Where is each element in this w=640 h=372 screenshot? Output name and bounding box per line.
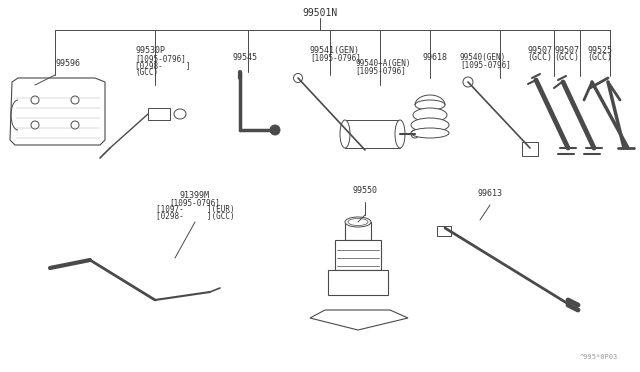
Bar (345, 222, 371, 240)
Text: [1095-0796]: [1095-0796] (135, 54, 186, 63)
Text: ^995*0P03: ^995*0P03 (580, 354, 618, 360)
Text: 99550: 99550 (353, 186, 378, 195)
Text: 99596: 99596 (55, 59, 80, 68)
Bar (335, 240, 381, 270)
Ellipse shape (415, 100, 445, 110)
Bar (522, 142, 538, 156)
Text: 99507: 99507 (554, 46, 579, 55)
Ellipse shape (411, 118, 449, 132)
Circle shape (463, 77, 473, 87)
Text: (GCC): (GCC) (135, 68, 158, 77)
Ellipse shape (345, 217, 371, 227)
Ellipse shape (348, 218, 368, 225)
Text: [1095-0796]: [1095-0796] (310, 53, 361, 62)
Text: (GCC): (GCC) (588, 53, 612, 62)
Ellipse shape (340, 120, 350, 148)
Text: 99545: 99545 (232, 53, 257, 62)
Text: (GCC): (GCC) (554, 53, 579, 62)
Text: 99525: 99525 (588, 46, 612, 55)
Text: 99507: 99507 (527, 46, 552, 55)
Text: 99540+A(GEN): 99540+A(GEN) (355, 59, 410, 68)
Bar (328, 270, 388, 295)
Ellipse shape (411, 128, 449, 138)
Text: [0298-     ](GCC): [0298- ](GCC) (156, 212, 234, 221)
Text: [1095-0796]: [1095-0796] (460, 60, 511, 69)
Text: 91399M: 91399M (180, 191, 210, 200)
Text: 99530P: 99530P (135, 46, 165, 55)
Bar (437, 226, 451, 236)
Text: 99540(GEN): 99540(GEN) (460, 53, 506, 62)
Text: [1097-     ](EUR): [1097- ](EUR) (156, 205, 234, 214)
Ellipse shape (174, 109, 186, 119)
Text: [1095-0796]: [1095-0796] (355, 66, 406, 75)
Ellipse shape (395, 120, 405, 148)
Ellipse shape (413, 108, 447, 122)
Text: (GCC): (GCC) (527, 53, 552, 62)
Circle shape (411, 130, 419, 138)
Text: 99613: 99613 (477, 189, 502, 198)
Text: [1095-0796]: [1095-0796] (170, 198, 220, 207)
Text: 99541(GEN): 99541(GEN) (310, 46, 360, 55)
Text: 99501N: 99501N (302, 8, 338, 18)
Text: 99618: 99618 (422, 53, 447, 62)
Circle shape (294, 74, 303, 83)
Bar (148, 108, 170, 120)
Polygon shape (310, 310, 408, 330)
Bar (345, 120, 400, 148)
Text: [0298-     ]: [0298- ] (135, 61, 191, 70)
Circle shape (270, 125, 280, 135)
Polygon shape (10, 78, 105, 145)
